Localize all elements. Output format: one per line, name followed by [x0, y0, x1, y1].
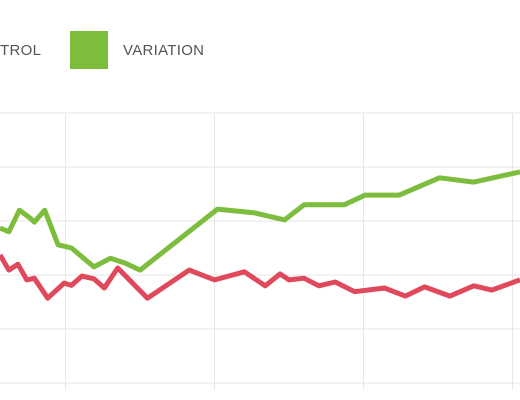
legend-swatch [70, 31, 108, 69]
series-line [0, 169, 520, 273]
legend-label: TROL [0, 42, 41, 59]
legend-label: VARIATION [123, 42, 204, 59]
series-line [0, 253, 520, 301]
